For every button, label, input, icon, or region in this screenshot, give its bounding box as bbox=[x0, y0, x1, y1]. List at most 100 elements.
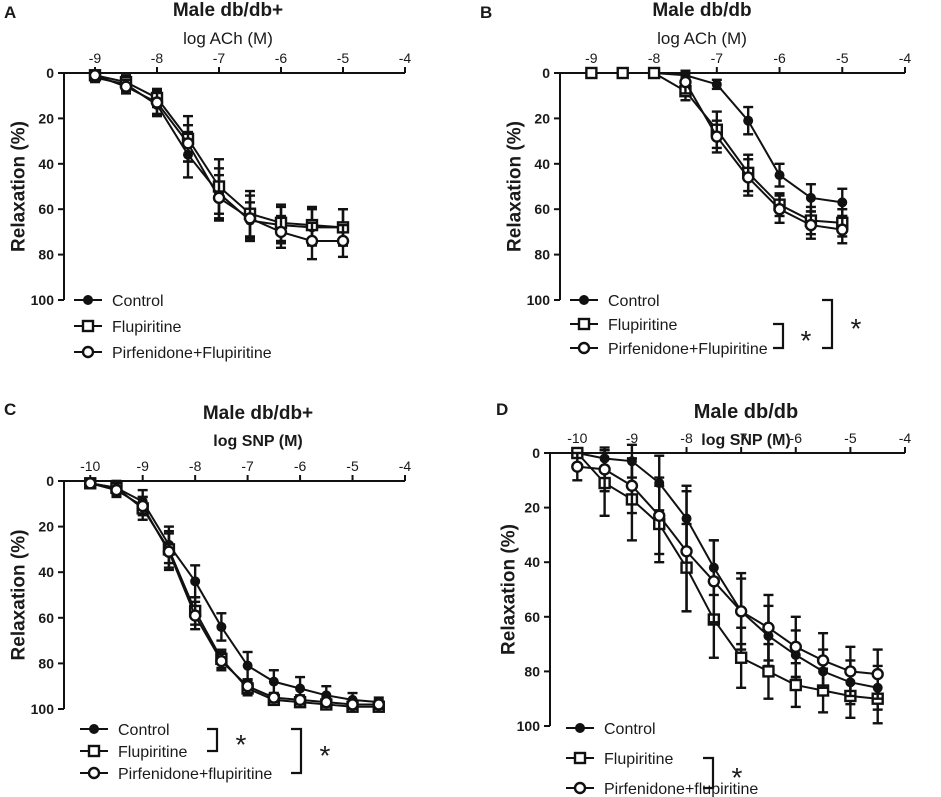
y-tick-label: 0 bbox=[542, 65, 550, 81]
y-tick-label: 100 bbox=[31, 292, 55, 308]
legend-label: Pirfenidone+flupiritine bbox=[118, 766, 272, 783]
series-pirfenidone-flupiritine bbox=[84, 477, 385, 711]
x-tick-label: -5 bbox=[346, 458, 359, 474]
significance-star: * bbox=[801, 325, 812, 356]
data-point bbox=[181, 137, 195, 150]
x-tick-label: -8 bbox=[151, 50, 164, 66]
series-flupiritine bbox=[571, 446, 884, 725]
data-point bbox=[162, 545, 176, 558]
legend-marker bbox=[577, 317, 591, 331]
data-point bbox=[762, 665, 775, 678]
x-tick-label: -6 bbox=[773, 50, 786, 66]
data-point bbox=[150, 96, 164, 109]
legend-marker bbox=[83, 295, 93, 305]
data-point bbox=[346, 698, 359, 711]
y-axis-label: Relaxation (%) bbox=[9, 530, 30, 661]
data-point bbox=[293, 693, 307, 707]
x-tick-label: -5 bbox=[836, 50, 849, 66]
x-tick-label: -4 bbox=[899, 50, 912, 66]
data-point bbox=[119, 80, 133, 93]
x-tick-label: -5 bbox=[337, 50, 350, 66]
y-tick-label: 0 bbox=[46, 473, 54, 489]
y-tick-label: 40 bbox=[38, 156, 54, 172]
x-tick-label: -10 bbox=[567, 430, 587, 446]
data-point bbox=[305, 234, 319, 248]
series-line bbox=[577, 452, 878, 689]
series-line bbox=[90, 482, 379, 704]
data-point bbox=[243, 212, 257, 225]
chart-title: Male db/db+ bbox=[173, 0, 283, 21]
data-point bbox=[711, 79, 722, 90]
significance-bracket bbox=[822, 298, 834, 350]
y-axis-label: Relaxation (%) bbox=[505, 121, 526, 252]
legend-label: Control bbox=[608, 293, 660, 310]
panel-a: A Male db/db+ log ACh (M) Relaxation (%) -9 -… bbox=[4, 0, 411, 362]
series-line bbox=[89, 482, 379, 706]
legend-label: Flupiritine bbox=[608, 317, 677, 334]
series-control bbox=[572, 443, 883, 711]
data-point bbox=[110, 483, 123, 497]
legend: Control Flupiritine Pirfenidone+Flupiritin… bbox=[74, 293, 272, 362]
panel-letter: A bbox=[4, 3, 16, 22]
data-point bbox=[837, 197, 848, 208]
x-tick-label: -9 bbox=[585, 50, 598, 66]
x-tick-label: -4 bbox=[399, 458, 412, 474]
data-point bbox=[647, 66, 661, 80]
legend-marker bbox=[579, 295, 589, 305]
series-pirfenidone-flupiritine bbox=[571, 446, 884, 700]
x-tick-label: -4 bbox=[399, 50, 412, 66]
data-point bbox=[190, 576, 201, 587]
x-tick-label: -4 bbox=[899, 430, 912, 446]
x-axis-label: log ACh (M) bbox=[183, 29, 273, 48]
legend-marker bbox=[89, 724, 99, 734]
data-point bbox=[84, 477, 97, 490]
y-tick-label: 60 bbox=[38, 201, 54, 217]
legend-marker bbox=[81, 345, 95, 359]
legend-label: Control bbox=[112, 293, 164, 310]
y-tick-label: 20 bbox=[534, 110, 550, 126]
legend-label: Flupiritine bbox=[118, 744, 187, 761]
x-tick-label: -9 bbox=[136, 458, 149, 474]
data-point bbox=[88, 69, 102, 82]
data-point bbox=[804, 218, 818, 232]
y-tick-label: 40 bbox=[524, 554, 540, 570]
data-point bbox=[320, 695, 333, 709]
data-point bbox=[215, 654, 228, 668]
chart-title: Male db/db bbox=[652, 0, 751, 21]
x-tick-label: -7 bbox=[213, 50, 226, 66]
data-point bbox=[267, 691, 281, 704]
data-point bbox=[625, 479, 639, 492]
data-point bbox=[762, 621, 775, 634]
x-tick-label: -6 bbox=[294, 458, 307, 474]
panel-letter: C bbox=[4, 400, 16, 419]
x-tick-label: -8 bbox=[648, 50, 661, 66]
data-point bbox=[241, 680, 254, 693]
series-flupiritine bbox=[84, 477, 385, 713]
legend-marker bbox=[573, 781, 587, 795]
data-point bbox=[571, 460, 584, 473]
data-point bbox=[816, 654, 830, 667]
legend-label: Pirfenidone+Flupiritine bbox=[112, 345, 272, 362]
series-pirfenidone-flupiritine bbox=[88, 69, 350, 261]
data-point bbox=[680, 545, 693, 558]
data-point bbox=[372, 698, 385, 711]
y-tick-label: 80 bbox=[534, 247, 550, 263]
x-tick-label: -10 bbox=[80, 458, 100, 474]
data-point bbox=[707, 575, 721, 588]
data-point bbox=[216, 621, 227, 632]
y-tick-label: 60 bbox=[524, 609, 540, 625]
y-tick-label: 40 bbox=[534, 156, 550, 172]
chart-title: Male db/db+ bbox=[203, 403, 313, 424]
significance-star: * bbox=[320, 740, 331, 771]
significance-bracket bbox=[207, 727, 219, 753]
data-point bbox=[585, 66, 598, 80]
panel-b: B Male db/db log ACh (M) Relaxation (%) -9 -8… bbox=[480, 0, 911, 358]
y-tick-label: 100 bbox=[527, 292, 551, 308]
series-line bbox=[576, 452, 878, 700]
legend-marker bbox=[87, 744, 101, 758]
data-point bbox=[743, 115, 754, 126]
data-point bbox=[789, 678, 802, 692]
y-tick-label: 0 bbox=[46, 65, 54, 81]
data-point bbox=[242, 660, 253, 671]
data-point bbox=[274, 225, 288, 239]
